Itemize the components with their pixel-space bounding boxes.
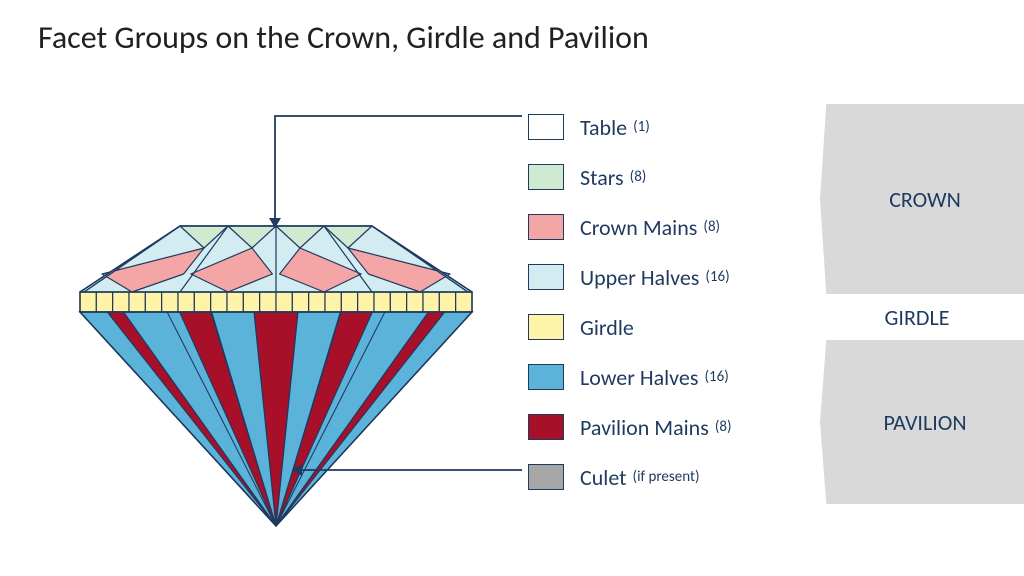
legend-count-pavilion_mains: (8) xyxy=(715,418,732,436)
swatch-table xyxy=(528,114,564,140)
legend-row-culet: Culet (if present) xyxy=(528,454,828,500)
page-title: Facet Groups on the Crown, Girdle and Pa… xyxy=(38,18,649,57)
swatch-girdle xyxy=(528,314,564,340)
legend-label-culet: Culet xyxy=(580,464,627,491)
legend-label-crown_mains: Crown Mains xyxy=(580,214,697,241)
legend-count-table: (1) xyxy=(633,118,650,136)
legend-row-lower_halves: Lower Halves (16) xyxy=(528,354,828,400)
legend-row-upper_halves: Upper Halves (16) xyxy=(528,254,828,300)
section-crown-label: CROWN xyxy=(889,186,961,213)
diamond-diagram xyxy=(76,220,476,532)
swatch-culet xyxy=(528,464,564,490)
legend-count-culet: (if present) xyxy=(633,468,700,486)
swatch-pavilion_mains xyxy=(528,414,564,440)
legend-row-pavilion_mains: Pavilion Mains (8) xyxy=(528,404,828,450)
legend-count-upper_halves: (16) xyxy=(705,268,729,286)
swatch-lower_halves xyxy=(528,364,564,390)
legend: Table (1) Stars (8) Crown Mains (8) Upper Halv… xyxy=(528,104,828,504)
legend-row-table: Table (1) xyxy=(528,104,828,150)
legend-label-upper_halves: Upper Halves xyxy=(580,264,699,291)
swatch-stars xyxy=(528,164,564,190)
legend-label-girdle: Girdle xyxy=(580,314,634,341)
section-girdle-label: GIRDLE xyxy=(820,304,1014,331)
legend-count-lower_halves: (16) xyxy=(704,368,728,386)
section-pavilion: PAVILION xyxy=(820,340,1024,504)
legend-count-stars: (8) xyxy=(630,168,647,186)
section-pavilion-label: PAVILION xyxy=(883,409,966,436)
legend-count-crown_mains: (8) xyxy=(703,218,720,236)
legend-label-pavilion_mains: Pavilion Mains xyxy=(580,414,709,441)
legend-row-girdle: Girdle xyxy=(528,304,828,350)
legend-row-crown_mains: Crown Mains (8) xyxy=(528,204,828,250)
legend-label-table: Table xyxy=(580,114,627,141)
swatch-upper_halves xyxy=(528,264,564,290)
legend-label-lower_halves: Lower Halves xyxy=(580,364,698,391)
legend-row-stars: Stars (8) xyxy=(528,154,828,200)
swatch-crown_mains xyxy=(528,214,564,240)
legend-label-stars: Stars xyxy=(580,164,624,191)
section-crown: CROWN xyxy=(820,104,1024,294)
